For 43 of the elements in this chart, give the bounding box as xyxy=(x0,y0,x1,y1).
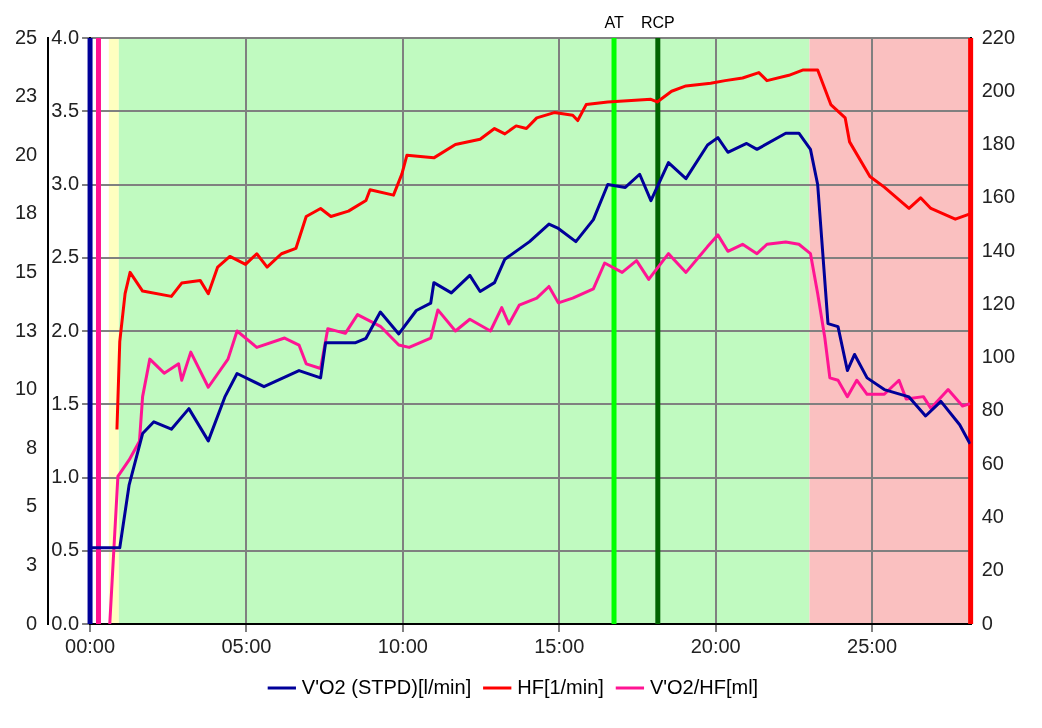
x-tick-label: 10:00 xyxy=(377,634,428,657)
y2-tick-label: 80 xyxy=(981,398,1004,421)
y2-tick-label: 40 xyxy=(981,504,1004,527)
legend-label: V'O2/HF[ml] xyxy=(649,675,759,698)
x-tick-label: 05:00 xyxy=(221,634,272,657)
y2-tick-label: 20 xyxy=(981,558,1004,581)
y2-tick-label: 0 xyxy=(981,611,993,634)
x-tick-label: 15:00 xyxy=(534,634,585,657)
ref-line-label: RCP xyxy=(640,14,675,32)
x-tick-label: 20:00 xyxy=(690,634,741,657)
x-tick-label: 00:00 xyxy=(65,634,116,657)
y-tick-label: 0.5 xyxy=(51,538,80,561)
y2-tick-label: 200 xyxy=(981,78,1016,101)
ref-line-label: AT xyxy=(604,14,624,32)
y3-tick-label: 15 xyxy=(15,259,38,282)
y-tick-label: 0.0 xyxy=(51,611,80,634)
y-tick-label: 1.5 xyxy=(51,391,80,414)
x-tick-label: 25:00 xyxy=(847,634,898,657)
legend-label: HF[1/min] xyxy=(517,675,604,698)
y3-tick-label: 18 xyxy=(15,201,38,224)
y-tick-label: 2.5 xyxy=(51,245,80,268)
y-tick-label: 1.0 xyxy=(51,465,80,488)
y3-tick-label: 0 xyxy=(26,611,38,634)
y3-tick-label: 10 xyxy=(15,377,38,400)
y2-tick-label: 140 xyxy=(981,238,1016,261)
y-tick-label: 3.0 xyxy=(51,172,80,195)
y2-tick-label: 60 xyxy=(981,451,1004,474)
y3-tick-label: 3 xyxy=(26,552,38,575)
y2-tick-label: 100 xyxy=(981,345,1016,368)
y2-tick-label: 120 xyxy=(981,291,1016,314)
y-tick-label: 3.5 xyxy=(51,98,80,121)
y2-tick-label: 160 xyxy=(981,185,1016,208)
y3-tick-label: 5 xyxy=(26,494,38,517)
legend-label: V'O2 (STPD)[l/min] xyxy=(301,675,472,698)
y3-tick-label: 25 xyxy=(15,25,38,48)
y3-tick-label: 20 xyxy=(15,142,38,165)
y3-tick-label: 13 xyxy=(15,318,38,341)
y3-tick-label: 8 xyxy=(26,435,38,458)
y-tick-label: 4.0 xyxy=(51,25,80,48)
y-tick-label: 2.0 xyxy=(51,318,80,341)
y2-tick-label: 180 xyxy=(981,132,1016,155)
y2-tick-label: 220 xyxy=(981,25,1016,48)
y3-tick-label: 23 xyxy=(15,84,38,107)
